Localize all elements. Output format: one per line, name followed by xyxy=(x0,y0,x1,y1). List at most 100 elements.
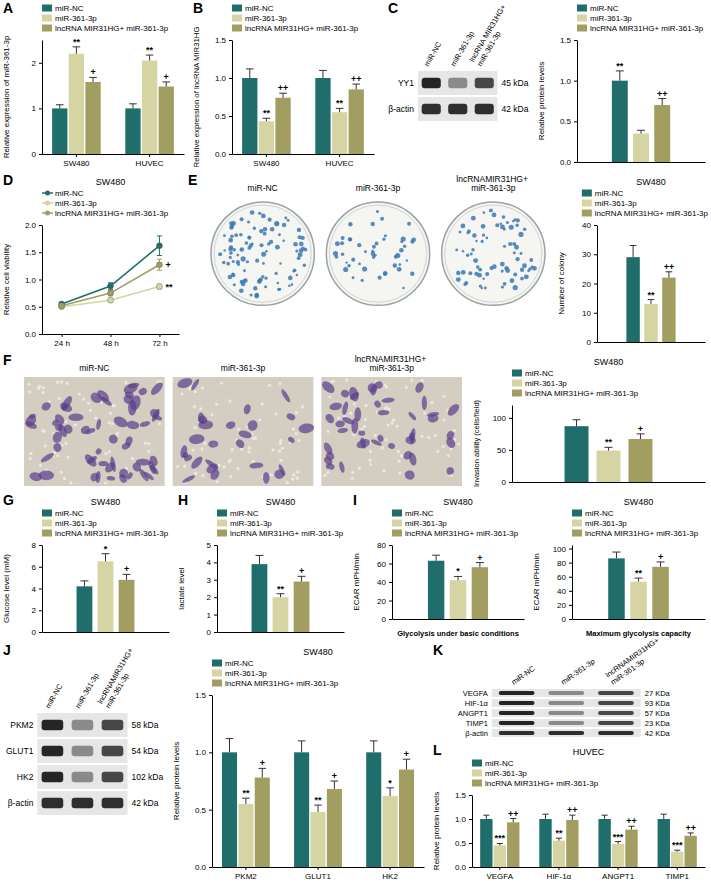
band-size: 27 KDa xyxy=(645,689,671,698)
image-label-line: miR-361-3p xyxy=(221,363,266,373)
membrane-pore xyxy=(215,403,218,406)
legend-label: miR-361-3p xyxy=(230,519,272,528)
colony-dot xyxy=(501,270,504,273)
y-axis: 0.00.51.01.5 xyxy=(455,791,473,872)
colony-dot xyxy=(264,285,267,288)
legend-item: miR-NC xyxy=(472,759,514,768)
y-tick: 6 xyxy=(32,563,42,572)
significance-label: + xyxy=(404,749,409,759)
colony-dot xyxy=(229,251,233,255)
legend-label: miR-361-3p xyxy=(525,379,567,388)
y-tick: 1 xyxy=(32,104,42,113)
colony-dot xyxy=(515,224,519,228)
colony-dot xyxy=(509,225,514,230)
x-tick-mark xyxy=(159,334,160,337)
membrane-pore xyxy=(279,442,282,445)
invaded-cell xyxy=(370,438,383,447)
membrane-pore xyxy=(60,471,63,474)
legend: miR-NCmiR-361-3plncRNA MIR31HG+ miR-361-… xyxy=(212,659,339,688)
colony-dot xyxy=(218,252,222,256)
blot-band xyxy=(548,701,584,705)
legend-item: lncRNA MIR31HG+ miR-361-3p xyxy=(232,24,359,33)
legend-label: lncRNA MIR31HG+ miR-361-3p xyxy=(595,209,709,218)
membrane-pore xyxy=(201,474,204,477)
band-size: 58 kDa xyxy=(132,720,159,730)
legend-item: lncRNA MIR31HG+ miR-361-3p xyxy=(572,529,699,538)
legend-label: miR-361-3p xyxy=(485,769,527,778)
bar xyxy=(565,426,589,482)
membrane-pore xyxy=(240,448,243,451)
error-bar xyxy=(573,420,581,426)
panel-letter: G xyxy=(3,492,14,508)
x-axis xyxy=(578,162,706,164)
y-tick: 0 xyxy=(32,628,42,637)
invaded-cell xyxy=(176,376,194,389)
panel-letter: D xyxy=(3,172,13,188)
marks xyxy=(59,236,163,310)
y-tick: 5 xyxy=(207,541,217,550)
x-tick-mark xyxy=(618,867,619,870)
colony-dot xyxy=(274,272,277,275)
error-bar xyxy=(108,298,113,302)
colony-dot xyxy=(236,254,239,257)
marks xyxy=(428,555,488,619)
invaded-cell xyxy=(355,437,371,450)
panel-letter: I xyxy=(353,492,357,508)
blot-band xyxy=(42,772,64,782)
error-bar xyxy=(657,562,665,567)
membrane-pore xyxy=(248,446,251,449)
colony-dot xyxy=(247,236,251,240)
invaded-cell xyxy=(138,387,148,397)
bar xyxy=(630,582,647,619)
y-tick: 80 xyxy=(557,559,572,568)
x-tick-mark xyxy=(245,867,246,870)
colony-dot xyxy=(270,227,275,232)
membrane-pore xyxy=(111,422,114,425)
panel-letter: H xyxy=(178,492,188,508)
x-tick: SW480 xyxy=(253,154,280,168)
membrane-pore xyxy=(194,472,197,475)
legend-item: miR-361-3p xyxy=(42,199,97,208)
chart-panel: AmiR-NCmiR-361-3plncRNA MIR31HG+ miR-361… xyxy=(2,0,185,168)
legend-swatch xyxy=(212,680,222,687)
chart-title: SW480 xyxy=(594,357,624,367)
colony-dot xyxy=(514,218,517,221)
membrane-pore xyxy=(296,477,299,480)
y-axis-title: Glucose level (mM) xyxy=(2,554,11,623)
invaded-cell xyxy=(121,441,132,451)
error-bar xyxy=(476,563,484,568)
error-bar xyxy=(81,581,89,586)
y-tick-label: 2.0 xyxy=(25,221,37,230)
error-bar xyxy=(319,70,327,78)
colony-dot xyxy=(263,232,267,236)
legend-swatch xyxy=(512,380,522,387)
y-tick-mark xyxy=(509,450,512,451)
legend-item: miR-361-3p xyxy=(472,769,527,778)
blot-band xyxy=(499,731,535,735)
plate-rim xyxy=(329,205,426,302)
legend-item: lncRNA MIR31HG+ miR-361-3p xyxy=(472,779,599,788)
bar xyxy=(52,108,67,154)
legend-label: miR-361-3p xyxy=(585,519,627,528)
membrane-pore xyxy=(27,383,30,386)
blot-strip xyxy=(37,739,127,763)
y-axis-title: lactate level xyxy=(177,567,186,609)
colony-dot xyxy=(515,257,519,261)
colony-dot xyxy=(471,216,476,221)
y-tick: 1.5 xyxy=(195,691,212,700)
y-tick: 1 xyxy=(207,611,217,620)
blot-strip xyxy=(37,765,127,789)
invaded-cell xyxy=(190,378,201,391)
lane-label: miR-361-3p xyxy=(559,657,596,687)
colony-dot xyxy=(513,251,516,254)
colony-dot xyxy=(372,245,376,249)
y-tick: 40 xyxy=(557,587,572,596)
bar xyxy=(684,836,696,867)
significance-label: ++ xyxy=(664,262,675,272)
bar xyxy=(310,812,325,867)
legend-swatch xyxy=(392,520,402,527)
error-bar xyxy=(298,741,306,752)
y-tick-label: 1.5 xyxy=(215,36,227,45)
y-tick: 40 xyxy=(582,221,597,230)
lane-label-line: miR-361-3p xyxy=(559,657,596,687)
